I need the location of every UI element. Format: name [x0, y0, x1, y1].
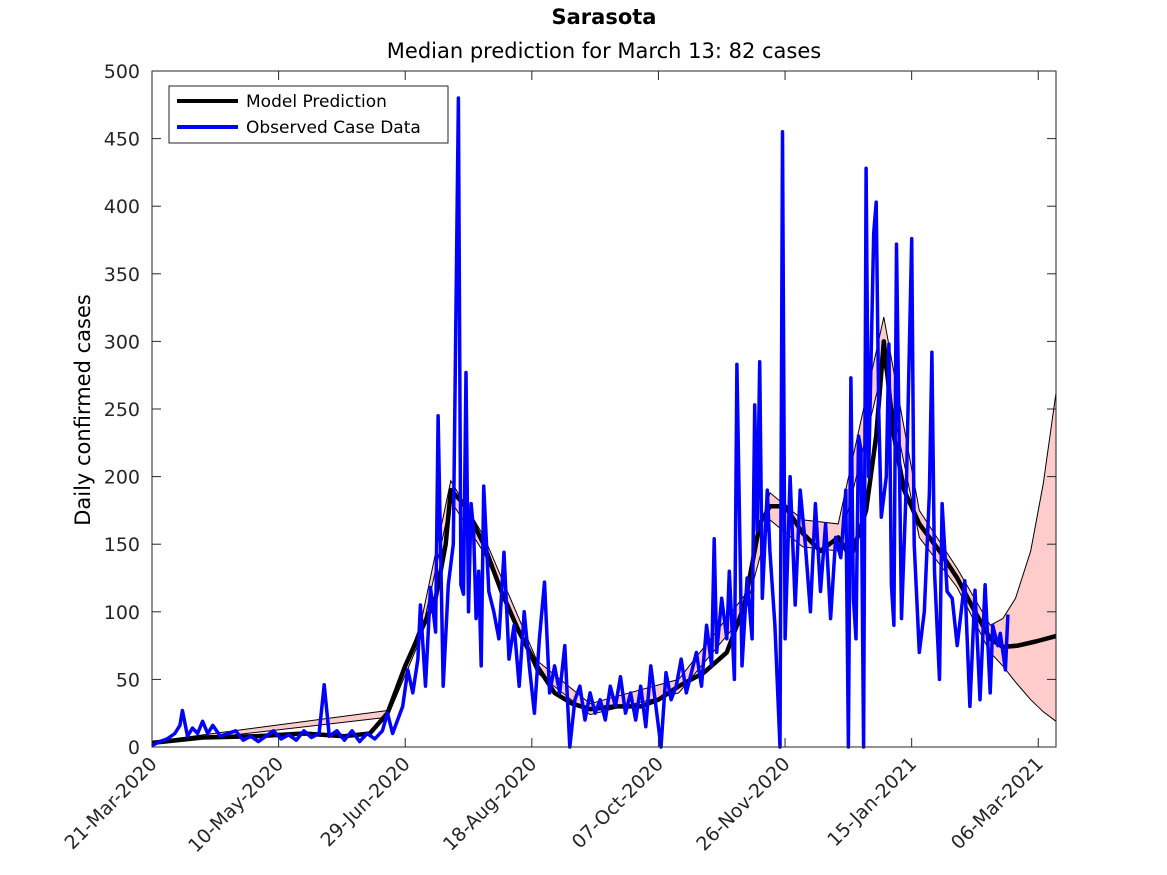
y-ticks: 0 50 100 150 200 250 300 350 400 450 500 [104, 61, 1056, 759]
x-tick-label: 26-Nov-2020 [692, 753, 794, 855]
y-tick-label: 200 [104, 467, 140, 489]
y-tick-label: 450 [104, 129, 140, 151]
prediction-band [152, 317, 1056, 745]
prediction-band-lower [151, 364, 1057, 745]
x-tick-label: 06-Mar-2021 [947, 753, 1048, 854]
y-tick-label: 100 [104, 602, 140, 624]
y-tick-label: 0 [128, 737, 140, 759]
x-tick-label: 21-Mar-2020 [61, 753, 162, 854]
legend: Model Prediction Observed Case Data [168, 85, 449, 144]
y-tick-label: 300 [104, 331, 140, 353]
y-axis-label: Daily confirmed cases [71, 294, 95, 526]
y-tick-label: 150 [104, 534, 140, 556]
series-model-prediction [151, 339, 1057, 746]
legend-label-model-prediction: Model Prediction [246, 92, 387, 112]
y-tick-label: 250 [104, 399, 140, 421]
x-tick-label: 07-Oct-2020 [568, 753, 668, 853]
x-tick-label: 10-May-2020 [184, 753, 288, 857]
y-tick-label: 400 [104, 196, 140, 218]
x-tick-label: 18-Aug-2020 [439, 753, 541, 855]
chart-title: Sarasota [552, 5, 657, 29]
chart-subtitle: Median prediction for March 13: 82 cases [387, 39, 821, 63]
x-tick-label: 15-Jan-2021 [823, 753, 921, 851]
series-observed-case-data [151, 96, 1010, 749]
y-tick-label: 350 [104, 264, 140, 286]
legend-label-observed-case-data: Observed Case Data [246, 118, 421, 138]
plot-area [151, 96, 1057, 749]
legend-box [168, 85, 449, 144]
x-tick-label: 29-Jun-2020 [316, 753, 414, 851]
y-tick-label: 500 [104, 61, 140, 83]
y-tick-label: 50 [116, 669, 140, 691]
